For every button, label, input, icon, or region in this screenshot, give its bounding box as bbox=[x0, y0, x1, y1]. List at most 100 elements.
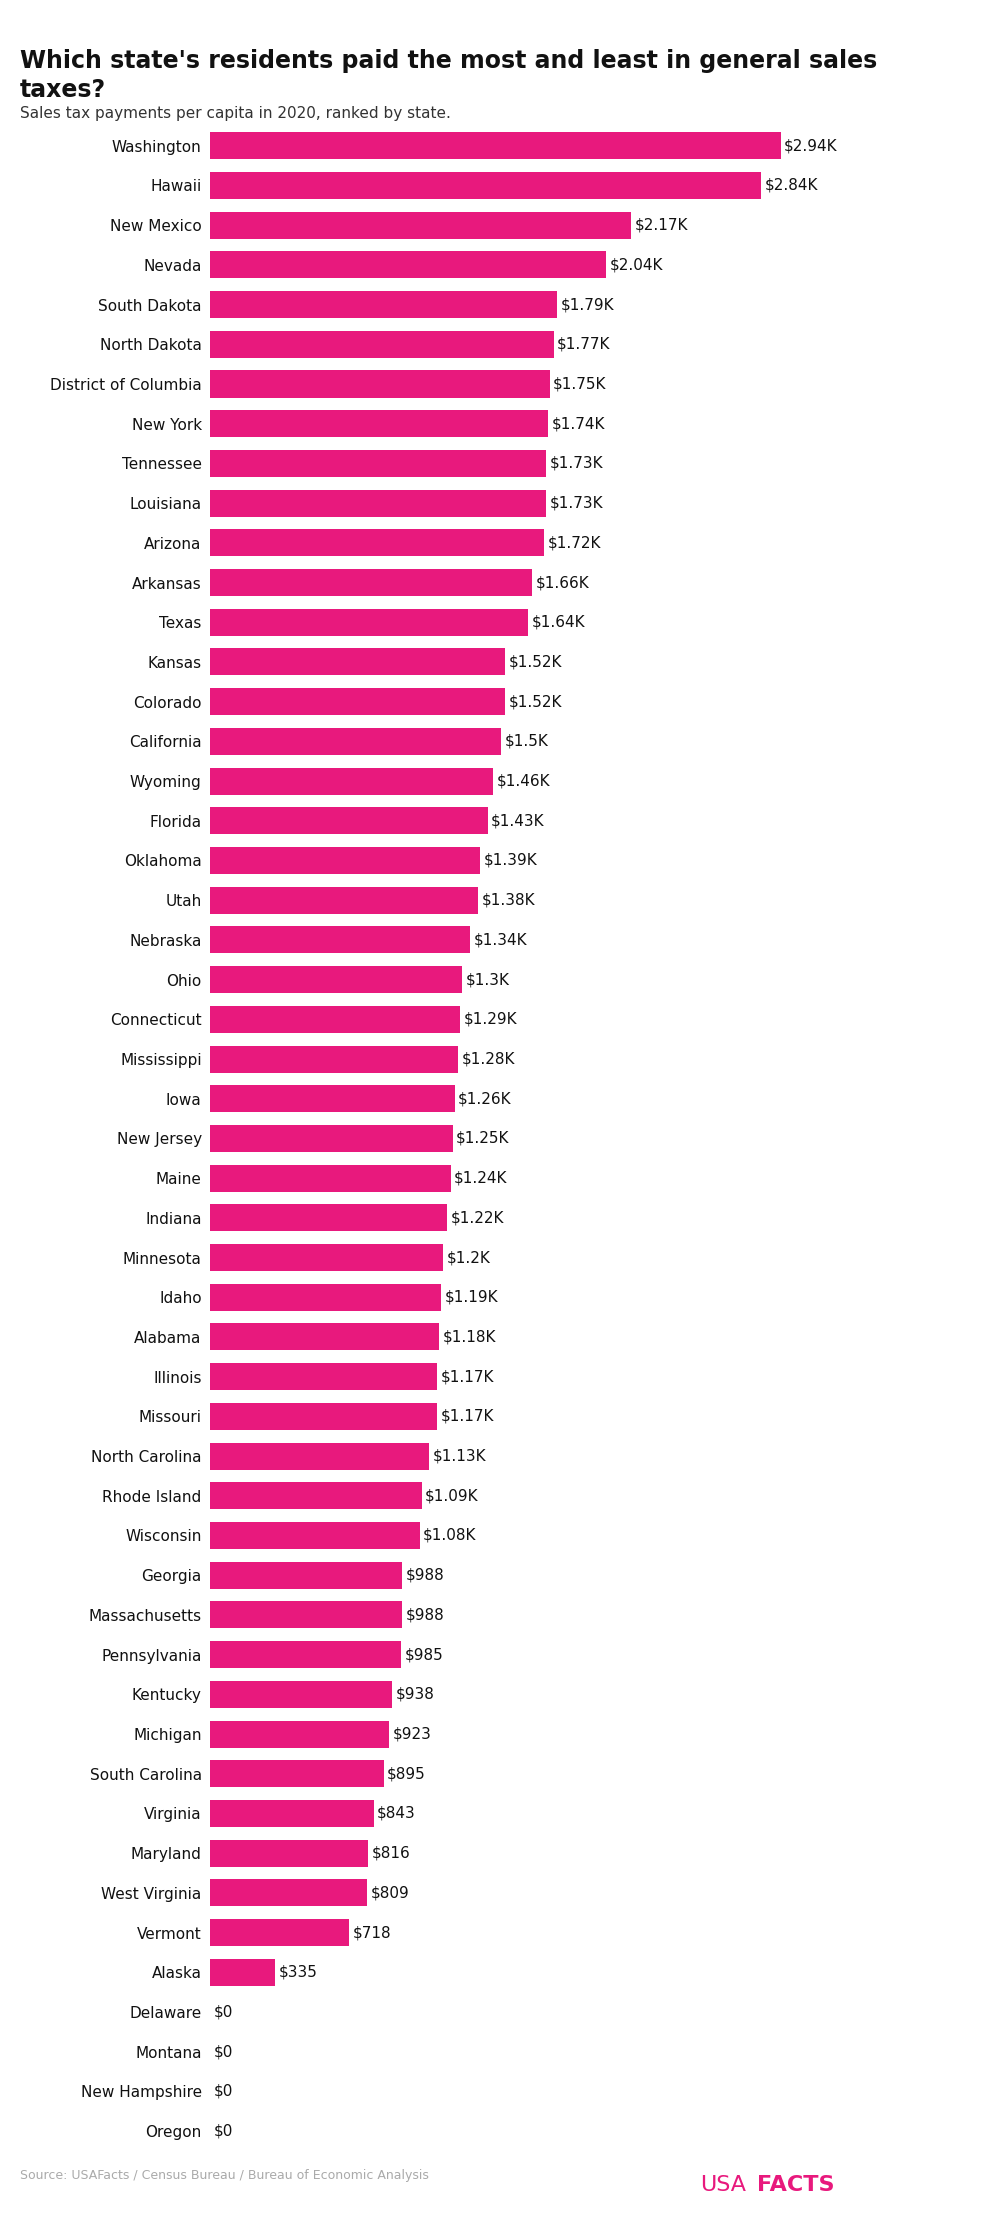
Bar bbox=[210, 1800, 374, 1827]
Text: $1.22K: $1.22K bbox=[450, 1210, 504, 1226]
Bar bbox=[210, 1244, 443, 1270]
Bar bbox=[210, 1046, 458, 1073]
Bar bbox=[210, 847, 480, 873]
Text: $335: $335 bbox=[279, 1964, 317, 1980]
Bar bbox=[210, 410, 548, 437]
Text: $1.2K: $1.2K bbox=[446, 1250, 490, 1266]
Bar bbox=[210, 1523, 420, 1550]
Text: $923: $923 bbox=[393, 1727, 432, 1743]
Bar bbox=[210, 1443, 429, 1470]
Bar bbox=[210, 967, 462, 993]
Bar bbox=[210, 1007, 460, 1033]
Bar bbox=[210, 370, 550, 397]
Text: $2.94K: $2.94K bbox=[784, 137, 838, 153]
Text: Which state's residents paid the most and least in general sales
taxes?: Which state's residents paid the most an… bbox=[20, 49, 877, 102]
Bar bbox=[210, 1204, 447, 1230]
Text: $1.13K: $1.13K bbox=[433, 1448, 486, 1463]
Text: $1.46K: $1.46K bbox=[497, 774, 551, 789]
Text: $1.77K: $1.77K bbox=[557, 337, 611, 353]
Text: $1.66K: $1.66K bbox=[536, 574, 589, 590]
Bar bbox=[210, 330, 554, 357]
Bar bbox=[210, 927, 470, 953]
Text: $1.08K: $1.08K bbox=[423, 1528, 477, 1543]
Text: $1.43K: $1.43K bbox=[491, 814, 545, 829]
Text: $1.17K: $1.17K bbox=[441, 1370, 494, 1383]
Bar bbox=[210, 887, 478, 913]
Text: $1.5K: $1.5K bbox=[505, 734, 549, 749]
Text: $1.74K: $1.74K bbox=[551, 417, 605, 432]
Text: $1.73K: $1.73K bbox=[549, 457, 603, 470]
Bar bbox=[210, 1324, 439, 1350]
Text: $1.29K: $1.29K bbox=[464, 1011, 518, 1026]
Text: $0: $0 bbox=[213, 2124, 233, 2139]
Text: $1.18K: $1.18K bbox=[443, 1330, 496, 1344]
Text: $718: $718 bbox=[353, 1924, 391, 1940]
Bar bbox=[210, 530, 544, 556]
Text: $843: $843 bbox=[377, 1807, 416, 1820]
Text: $1.64K: $1.64K bbox=[532, 614, 585, 630]
Bar bbox=[210, 1720, 389, 1747]
Text: $988: $988 bbox=[405, 1567, 444, 1583]
Text: Sales tax payments per capita in 2020, ranked by state.: Sales tax payments per capita in 2020, r… bbox=[20, 106, 451, 122]
Text: $1.34K: $1.34K bbox=[474, 933, 527, 947]
Text: $1.52K: $1.52K bbox=[509, 654, 562, 670]
Text: $1.79K: $1.79K bbox=[561, 297, 615, 313]
Bar bbox=[210, 570, 532, 596]
Text: $988: $988 bbox=[405, 1607, 444, 1623]
Text: $1.09K: $1.09K bbox=[425, 1488, 479, 1503]
Bar bbox=[210, 173, 761, 200]
Bar bbox=[210, 1284, 441, 1310]
Text: $816: $816 bbox=[372, 1845, 411, 1860]
Text: $1.75K: $1.75K bbox=[553, 377, 607, 392]
Text: $1.17K: $1.17K bbox=[441, 1408, 494, 1423]
Bar bbox=[210, 290, 557, 317]
Text: $1.24K: $1.24K bbox=[454, 1171, 508, 1186]
Bar bbox=[210, 450, 546, 477]
Text: Source: USAFacts / Census Bureau / Bureau of Economic Analysis: Source: USAFacts / Census Bureau / Burea… bbox=[20, 2168, 429, 2182]
Bar bbox=[210, 687, 505, 716]
Bar bbox=[210, 1920, 349, 1947]
Bar bbox=[210, 211, 631, 239]
Bar bbox=[210, 767, 493, 794]
Text: $1.72K: $1.72K bbox=[547, 534, 601, 550]
Bar bbox=[210, 1760, 384, 1787]
Text: $1.28K: $1.28K bbox=[462, 1051, 515, 1066]
Bar bbox=[210, 1124, 453, 1153]
Text: $1.26K: $1.26K bbox=[458, 1091, 512, 1106]
Text: FACTS: FACTS bbox=[757, 2175, 834, 2195]
Bar bbox=[210, 251, 606, 279]
Bar bbox=[210, 1086, 455, 1113]
Bar bbox=[210, 1561, 402, 1590]
Text: $809: $809 bbox=[371, 1884, 409, 1900]
Text: $1.73K: $1.73K bbox=[549, 497, 603, 510]
Text: $1.52K: $1.52K bbox=[509, 694, 562, 709]
Text: USA: USA bbox=[700, 2175, 746, 2195]
Bar bbox=[210, 1483, 422, 1510]
Bar bbox=[210, 1403, 437, 1430]
Bar bbox=[210, 807, 488, 834]
Text: $938: $938 bbox=[396, 1687, 434, 1703]
Text: $985: $985 bbox=[405, 1647, 443, 1663]
Bar bbox=[210, 647, 505, 676]
Text: $2.17K: $2.17K bbox=[635, 217, 688, 233]
Text: $1.39K: $1.39K bbox=[483, 854, 537, 869]
Text: $0: $0 bbox=[213, 2004, 233, 2020]
Bar bbox=[210, 1680, 392, 1707]
Text: $2.84K: $2.84K bbox=[765, 177, 818, 193]
Text: $0: $0 bbox=[213, 2084, 233, 2099]
Text: $2.04K: $2.04K bbox=[609, 257, 663, 273]
Bar bbox=[210, 1880, 367, 1907]
Bar bbox=[210, 1840, 368, 1867]
Bar bbox=[210, 490, 546, 517]
Text: $1.25K: $1.25K bbox=[456, 1131, 510, 1146]
Text: $1.3K: $1.3K bbox=[466, 971, 510, 987]
Bar bbox=[210, 1601, 402, 1629]
Bar bbox=[210, 1641, 401, 1667]
Bar bbox=[210, 1363, 437, 1390]
Bar bbox=[210, 1960, 275, 1986]
Text: $1.38K: $1.38K bbox=[481, 893, 535, 907]
Text: $1.19K: $1.19K bbox=[444, 1290, 498, 1306]
Bar bbox=[210, 610, 528, 636]
Text: $0: $0 bbox=[213, 2044, 233, 2060]
Text: $895: $895 bbox=[387, 1767, 426, 1780]
